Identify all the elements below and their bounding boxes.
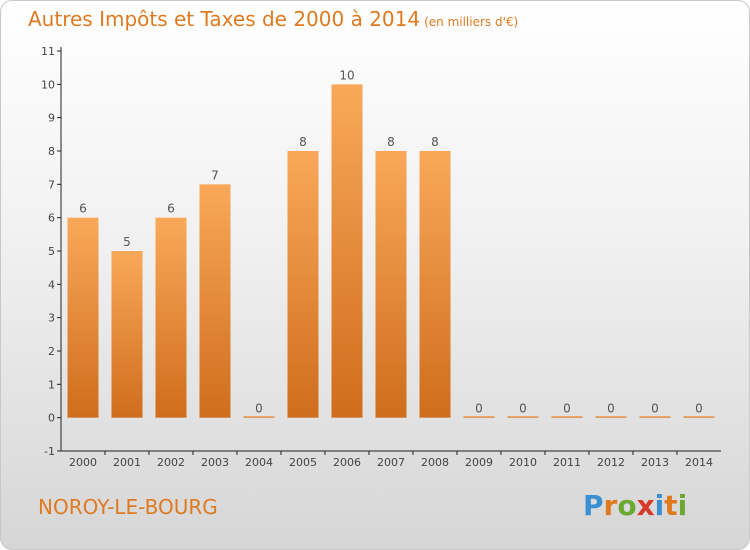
y-tick-label: -1 <box>44 445 55 458</box>
bar <box>287 151 319 418</box>
bar <box>243 416 275 418</box>
x-tick-label: 2007 <box>377 456 405 469</box>
bar-value-label: 10 <box>339 68 354 82</box>
bar-value-label: 0 <box>519 402 527 416</box>
bar <box>463 416 495 418</box>
x-tick-label: 2001 <box>113 456 141 469</box>
bars <box>67 84 715 418</box>
bar-value-label: 7 <box>211 168 219 182</box>
y-tick-label: 11 <box>41 45 55 58</box>
x-tick-label: 2012 <box>597 456 625 469</box>
x-tick-label: 2010 <box>509 456 537 469</box>
bar <box>375 151 407 418</box>
bar-value-label: 8 <box>431 135 439 149</box>
x-tick-label: 2006 <box>333 456 361 469</box>
bar-value-label: 0 <box>255 402 263 416</box>
chart-title-text: Autres Impôts et Taxes de 2000 à 2014 <box>28 7 421 31</box>
y-tick-label: 10 <box>41 78 55 91</box>
x-tick-label: 2004 <box>245 456 273 469</box>
x-tick-label: 2009 <box>465 456 493 469</box>
logo-letter: r <box>603 489 618 522</box>
chart-subtitle: (en milliers d'€) <box>424 15 519 29</box>
bar-value-label: 6 <box>79 202 87 216</box>
bar <box>595 416 627 418</box>
x-tick-label: 2011 <box>553 456 581 469</box>
y-tick-label: 9 <box>48 112 55 125</box>
y-tick-label: 7 <box>48 178 55 191</box>
y-tick-label: 5 <box>48 245 55 258</box>
logo-letter: i <box>677 489 688 522</box>
y-tick-label: 2 <box>48 345 55 358</box>
bar <box>331 84 363 418</box>
logo-letter: x <box>636 489 655 522</box>
y-tick-label: 1 <box>48 378 55 391</box>
bar <box>639 416 671 418</box>
x-tick-label: 2013 <box>641 456 669 469</box>
y-tick-label: 4 <box>48 278 55 291</box>
bar-value-label: 8 <box>387 135 395 149</box>
logo-letter: o <box>617 489 637 522</box>
x-tick-label: 2014 <box>685 456 713 469</box>
logo-letter: i <box>654 489 665 522</box>
proxiti-logo: Proxiti <box>583 489 687 522</box>
x-tick-label: 2008 <box>421 456 449 469</box>
y-tick-label: 3 <box>48 312 55 325</box>
bar-value-label: 0 <box>607 402 615 416</box>
y-tick-label: 6 <box>48 212 55 225</box>
x-tick-label: 2005 <box>289 456 317 469</box>
bar <box>155 217 187 418</box>
bar-value-label: 0 <box>651 402 659 416</box>
data-labels: 6 5 6 7 0 8 10 8 8 0 0 0 0 0 0 <box>79 68 703 415</box>
bar-value-label: 6 <box>167 202 175 216</box>
axes: -1 0 1 2 3 4 5 6 7 8 9 10 11 2000 2001 2002 2003 2004 2005… <box>41 45 721 469</box>
bar <box>507 416 539 418</box>
bar <box>67 217 99 418</box>
bar <box>111 251 143 418</box>
logo-letter: t <box>664 489 678 522</box>
bar-value-label: 0 <box>695 402 703 416</box>
x-tick-label: 2000 <box>69 456 97 469</box>
bar-value-label: 0 <box>563 402 571 416</box>
bar-value-label: 0 <box>475 402 483 416</box>
bar-value-label: 8 <box>299 135 307 149</box>
bar-value-label: 5 <box>123 235 131 249</box>
commune-name: NOROY-LE-BOURG <box>38 495 218 519</box>
x-tick-label: 2002 <box>157 456 185 469</box>
y-tick-label: 0 <box>48 412 55 425</box>
bar <box>199 184 231 418</box>
x-tick-label: 2003 <box>201 456 229 469</box>
bar <box>683 416 715 418</box>
bar <box>419 151 451 418</box>
logo-letter: P <box>583 489 604 522</box>
bar <box>551 416 583 418</box>
y-tick-label: 8 <box>48 145 55 158</box>
chart-title: Autres Impôts et Taxes de 2000 à 2014 (en… <box>28 7 518 31</box>
